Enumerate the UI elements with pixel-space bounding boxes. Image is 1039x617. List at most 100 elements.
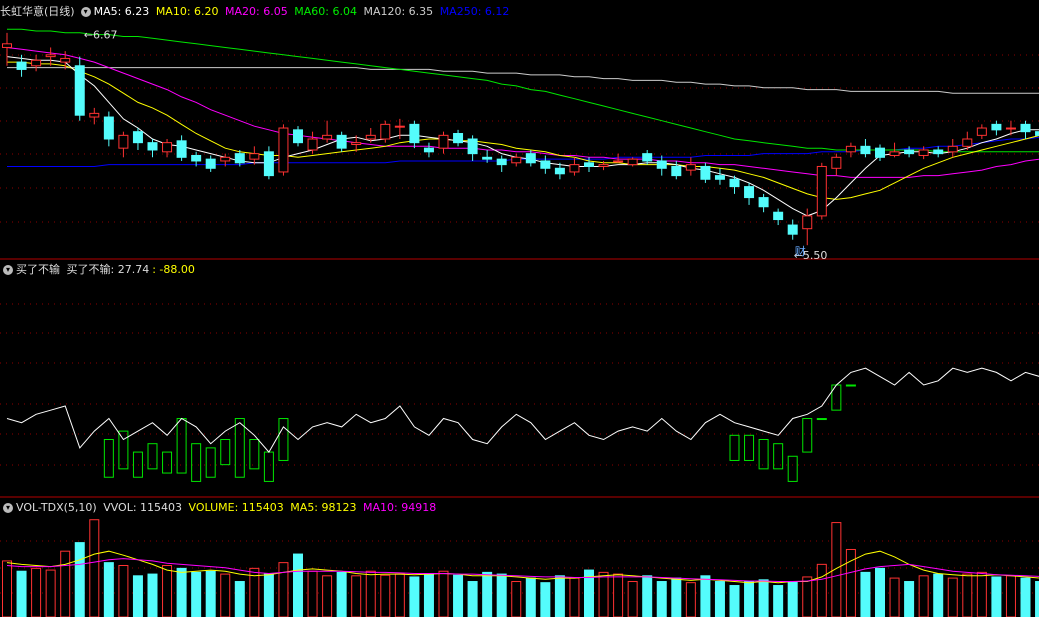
vol-ma10-label: MA10: 94918 (363, 501, 437, 514)
candle-body (860, 145, 871, 155)
volume-bar (467, 581, 478, 617)
candle-body (1020, 123, 1031, 133)
volume-bar (278, 562, 289, 617)
candle-body (307, 138, 318, 151)
candle-body (176, 140, 187, 158)
volume-bar (16, 570, 27, 617)
volume-name: VOL-TDX(5,10) (16, 501, 97, 514)
low-annotation: ←5.50 (794, 249, 828, 262)
volume-bar (613, 573, 624, 617)
candle-body (351, 142, 362, 145)
candle-body (1005, 127, 1016, 130)
candle-body (671, 165, 682, 177)
ma20-label: MA20: 6.05 (225, 5, 288, 18)
candle-body (569, 164, 580, 173)
candle-body (802, 215, 813, 230)
volume-bar (714, 581, 725, 617)
volume-ma5-line (6, 550, 1039, 584)
candle-body (758, 197, 769, 208)
candle-body (714, 175, 725, 180)
dropdown-icon[interactable]: ▾ (3, 503, 13, 513)
candle-body (380, 123, 391, 140)
ma60-line (7, 28, 1039, 153)
candle-body (45, 54, 56, 58)
signal-box (845, 384, 856, 387)
candle-body (773, 211, 784, 221)
volume-bar (802, 576, 813, 617)
volume-bar (89, 519, 100, 617)
volume-bar (103, 562, 114, 617)
volume-bar (191, 571, 202, 617)
volume-bar (962, 573, 973, 617)
volume-bar (627, 581, 638, 617)
volume-bar (453, 574, 464, 617)
volume-bar (554, 575, 565, 617)
volume-bar (1020, 577, 1031, 617)
vol-ma5-label: MA5: 98123 (290, 501, 357, 514)
indicator-name: 买了不输 (16, 263, 60, 276)
volume-bar (991, 576, 1002, 617)
volume-label: VOLUME: 115403 (188, 501, 284, 514)
volume-bar (904, 581, 915, 617)
volume-bar (569, 577, 580, 617)
main-title: 长虹华意(日线) (0, 5, 75, 18)
candle-body (16, 61, 27, 70)
signal-box (278, 418, 289, 461)
volume-bar (482, 571, 493, 617)
candle-body (453, 133, 464, 144)
signal-box (132, 451, 143, 478)
signal-box (220, 439, 231, 466)
signal-box (205, 447, 216, 478)
indicator-line (6, 367, 1039, 453)
volume-bar (322, 575, 333, 617)
dropdown-icon[interactable]: ▾ (80, 7, 91, 17)
indicator-legend: ▾ 买了不输 买了不输: 27.74: -88.00 (0, 262, 198, 278)
volume-bar (1005, 575, 1016, 617)
signal-box (191, 443, 202, 482)
volume-bar (918, 575, 929, 617)
candle-body (191, 154, 202, 162)
candle-body (1035, 131, 1039, 136)
candle-body (60, 57, 71, 63)
candle-body (976, 127, 987, 136)
volume-bar (685, 582, 696, 617)
volume-bar (511, 581, 522, 617)
candle-body (875, 147, 885, 158)
candle-body (787, 224, 798, 235)
candle-body (234, 153, 245, 164)
signal-box (249, 439, 260, 470)
volume-bar (525, 577, 536, 617)
volume-bar (423, 573, 434, 617)
ma5-label: MA5: 6.23 (93, 5, 150, 18)
candle-body (205, 158, 216, 169)
volume-bar (933, 573, 944, 617)
candle-body (525, 153, 536, 164)
signal-box (234, 418, 245, 478)
candle-body (816, 165, 827, 217)
volume-bar (1035, 581, 1039, 617)
volume-bar (947, 577, 958, 617)
volume-bar (31, 567, 42, 617)
candle-body (263, 151, 274, 177)
candle-body (540, 160, 551, 169)
candle-body (409, 123, 420, 144)
signal-box (744, 434, 755, 461)
candle-body (31, 59, 42, 67)
signal-box (802, 418, 813, 453)
candle-body (365, 134, 376, 140)
candle-body (598, 164, 609, 167)
ma10-line (7, 61, 1039, 200)
dropdown-icon[interactable]: ▾ (3, 265, 13, 275)
signal-box (816, 418, 827, 421)
candle-body (293, 129, 303, 144)
candle-body (132, 131, 143, 144)
volume-bar (336, 571, 347, 617)
signal-box (162, 451, 173, 474)
volume-bar (394, 573, 405, 617)
signal-box (729, 434, 740, 461)
candle-body (496, 158, 507, 166)
indicator-value2: : -88.00 (152, 263, 195, 276)
volume-bar (307, 570, 318, 617)
